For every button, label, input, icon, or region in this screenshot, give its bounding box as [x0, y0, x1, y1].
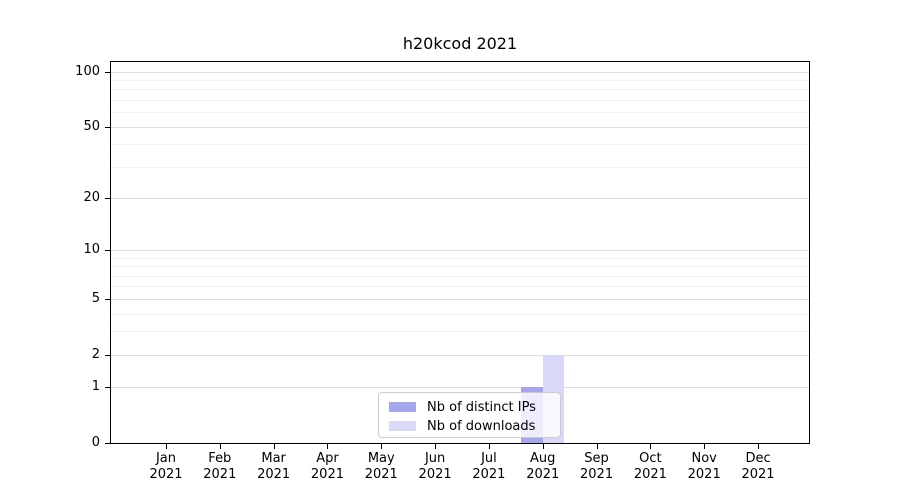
y-tick-label: 0: [91, 435, 100, 450]
x-tick-month: Dec: [745, 451, 771, 466]
x-tick-mark: [381, 444, 383, 449]
minor-gridline: [111, 257, 809, 259]
x-tick-mark: [542, 444, 544, 449]
x-tick-year: 2021: [526, 467, 560, 482]
x-tick-year: 2021: [149, 467, 183, 482]
x-tick-year: 2021: [418, 467, 452, 482]
x-tick-month: Feb: [208, 451, 232, 466]
x-tick-month: May: [367, 451, 395, 466]
x-tick-year: 2021: [203, 467, 237, 482]
x-tick-label: Nov 2021: [672, 451, 736, 483]
x-tick-year: 2021: [364, 467, 398, 482]
x-tick-mark: [219, 444, 221, 449]
minor-gridline: [111, 89, 809, 91]
x-tick-year: 2021: [580, 467, 614, 482]
x-tick-mark: [273, 444, 275, 449]
legend-swatch-distinct-ips: [389, 402, 416, 412]
x-tick-label: Jul 2021: [457, 451, 521, 483]
x-tick-label: Oct 2021: [618, 451, 682, 483]
minor-gridline: [111, 144, 809, 146]
minor-gridline: [111, 266, 809, 268]
x-tick-month: Nov: [691, 451, 717, 466]
y-tick-mark: [105, 126, 110, 128]
x-tick-year: 2021: [741, 467, 775, 482]
minor-gridline: [111, 275, 809, 277]
x-tick-label: Mar 2021: [242, 451, 306, 483]
x-tick-mark: [758, 444, 760, 449]
major-gridline: [111, 298, 809, 300]
x-tick-year: 2021: [310, 467, 344, 482]
y-tick-label: 20: [83, 190, 100, 206]
major-gridline: [111, 387, 809, 389]
y-tick-label: 2: [91, 346, 100, 362]
x-tick-label: Dec 2021: [726, 451, 790, 483]
major-gridline: [111, 250, 809, 252]
x-tick-month: Jan: [155, 451, 177, 466]
x-tick-label: Sep 2021: [565, 451, 629, 483]
y-tick-label: 50: [83, 118, 100, 134]
y-tick-mark: [105, 298, 110, 300]
chart-title: h20kcod 2021: [402, 34, 518, 53]
bars-layer: [111, 62, 809, 443]
legend: Nb of distinct IPs Nb of downloads: [378, 392, 561, 438]
x-tick-month: Oct: [639, 451, 662, 466]
x-tick-year: 2021: [687, 467, 721, 482]
minor-gridline: [111, 112, 809, 114]
x-tick-mark: [704, 444, 706, 449]
y-tick-mark: [105, 71, 110, 73]
x-tick-label: Feb 2021: [188, 451, 252, 483]
y-tick-mark: [105, 443, 110, 444]
minor-gridline: [111, 100, 809, 102]
minor-gridline: [111, 331, 809, 333]
x-tick-year: 2021: [472, 467, 506, 482]
major-gridline: [111, 354, 809, 356]
x-tick-month: Aug: [530, 451, 556, 466]
y-tick-mark: [105, 198, 110, 200]
legend-item-downloads: Nb of downloads: [389, 418, 560, 434]
minor-gridline: [111, 80, 809, 82]
x-tick-mark: [650, 444, 652, 449]
major-gridline: [111, 126, 809, 128]
x-tick-label: Aug 2021: [511, 451, 575, 483]
x-tick-mark: [435, 444, 437, 449]
y-tick-mark: [105, 354, 110, 356]
x-tick-month: Jul: [481, 451, 497, 466]
x-tick-mark: [596, 444, 598, 449]
y-tick-label: 5: [91, 290, 100, 306]
x-tick-label: Jan 2021: [134, 451, 198, 483]
x-tick-year: 2021: [257, 467, 291, 482]
plot-area: Nb of distinct IPs Nb of downloads: [110, 61, 810, 444]
x-tick-mark: [166, 444, 167, 449]
y-tick-mark: [105, 387, 110, 389]
x-tick-label: May 2021: [349, 451, 413, 483]
legend-swatch-downloads: [389, 421, 416, 431]
x-tick-label: Apr 2021: [295, 451, 359, 483]
minor-gridline: [111, 286, 809, 288]
y-tick-mark: [105, 250, 110, 252]
x-tick-mark: [488, 444, 490, 449]
major-gridline: [111, 71, 809, 73]
y-tick-label: 1: [91, 379, 100, 395]
x-tick-month: Apr: [316, 451, 339, 466]
x-tick-month: Sep: [584, 451, 609, 466]
x-tick-month: Mar: [261, 451, 286, 466]
legend-label-distinct-ips: Nb of distinct IPs: [427, 399, 536, 415]
x-tick-mark: [327, 444, 329, 449]
legend-label-downloads: Nb of downloads: [427, 418, 536, 434]
x-tick-year: 2021: [633, 467, 667, 482]
x-tick-label: Jun 2021: [403, 451, 467, 483]
x-tick-month: Jun: [424, 451, 446, 466]
y-tick-label: 10: [83, 242, 100, 258]
minor-gridline: [111, 166, 809, 168]
major-gridline: [111, 198, 809, 200]
y-tick-label: 100: [75, 63, 100, 79]
legend-item-distinct-ips: Nb of distinct IPs: [389, 399, 560, 415]
grid-layer: [111, 62, 809, 443]
minor-gridline: [111, 313, 809, 315]
